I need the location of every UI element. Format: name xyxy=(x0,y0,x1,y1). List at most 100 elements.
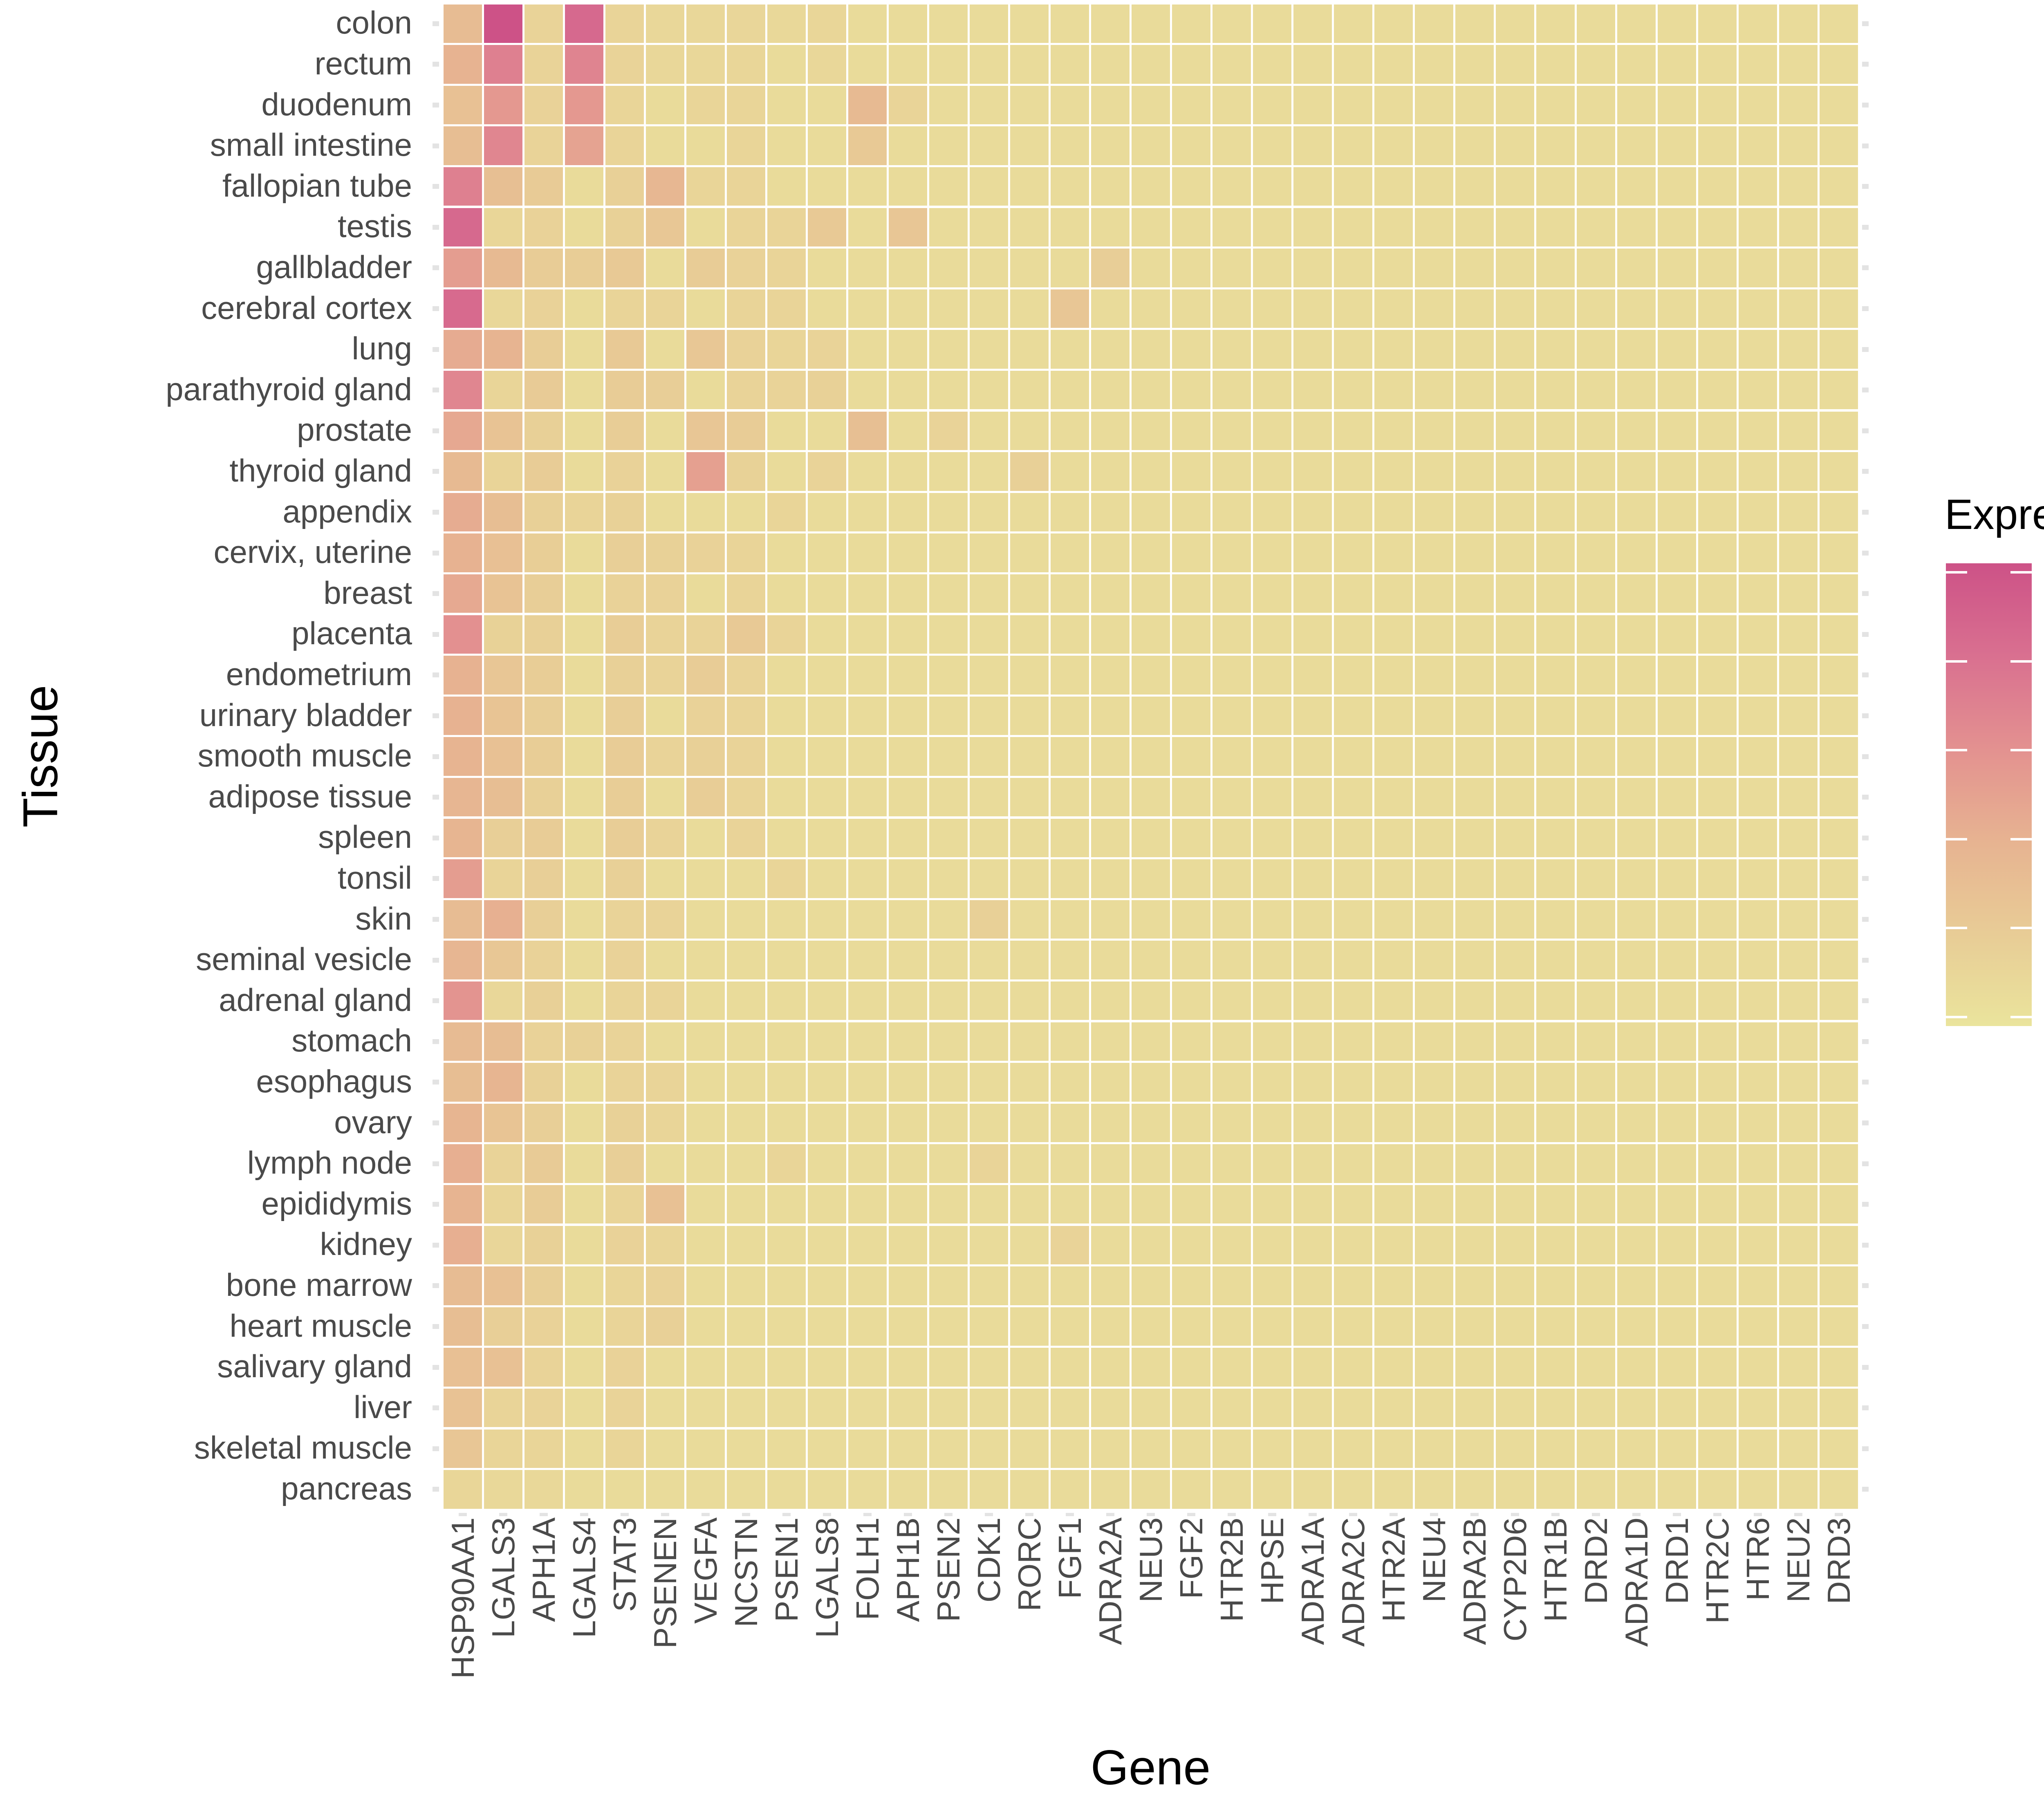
heatmap-cell xyxy=(524,533,563,572)
heatmap-cell xyxy=(1334,900,1372,939)
x-axis-tick xyxy=(1794,1513,1802,1517)
heatmap-cell xyxy=(443,1144,482,1183)
heatmap-cell xyxy=(1738,1022,1777,1061)
heatmap-cell xyxy=(1657,1144,1696,1183)
heatmap-cell xyxy=(1455,778,1494,817)
heatmap-cell xyxy=(807,941,846,979)
heatmap-cell xyxy=(1091,370,1130,410)
heatmap-cell xyxy=(443,126,482,165)
heatmap-cell xyxy=(888,411,927,450)
heatmap-cell xyxy=(1819,370,1858,410)
tissue-label: urinary bladder xyxy=(199,697,412,733)
heatmap-cell xyxy=(443,696,482,735)
heatmap-cell xyxy=(1576,900,1615,939)
heatmap-cell xyxy=(1212,1063,1251,1102)
heatmap-cell xyxy=(1091,126,1130,165)
heatmap-cell xyxy=(929,615,968,654)
heatmap-cell xyxy=(1172,1103,1210,1143)
heatmap-cell xyxy=(1657,574,1696,613)
heatmap-cell xyxy=(565,493,603,532)
x-axis-tick xyxy=(701,1513,710,1517)
heatmap-cell xyxy=(484,533,522,572)
heatmap-cell xyxy=(1657,411,1696,450)
heatmap-cell xyxy=(1374,778,1413,817)
heatmap-cell xyxy=(1495,818,1534,858)
heatmap-cell xyxy=(1212,615,1251,654)
heatmap-cell xyxy=(1293,1022,1332,1061)
heatmap-cell xyxy=(605,208,644,247)
heatmap-cell xyxy=(524,1348,563,1387)
heatmap-cell xyxy=(484,818,522,858)
heatmap-cell xyxy=(1010,1470,1049,1509)
heatmap-cell xyxy=(565,1185,603,1224)
heatmap-cell xyxy=(1414,900,1453,939)
heatmap-cell xyxy=(1819,859,1858,898)
heatmap-cell xyxy=(1050,1307,1089,1346)
heatmap-cell xyxy=(484,859,522,898)
heatmap-cell xyxy=(1779,452,1818,491)
heatmap-cell xyxy=(443,1388,482,1427)
heatmap-cell xyxy=(1293,1307,1332,1346)
heatmap-cell xyxy=(524,330,563,369)
heatmap-cell xyxy=(1657,289,1696,328)
heatmap-cell xyxy=(1495,1266,1534,1305)
heatmap-cell xyxy=(929,289,968,328)
gene-label: NCSTN xyxy=(728,1517,764,1627)
heatmap-cell xyxy=(1172,289,1210,328)
heatmap-cell xyxy=(726,1429,765,1468)
heatmap-cell xyxy=(1293,249,1332,287)
heatmap-cell xyxy=(1536,656,1575,695)
y-axis-tick-left xyxy=(433,1120,439,1125)
heatmap-cell xyxy=(1010,737,1049,776)
heatmap-cell xyxy=(1374,1226,1413,1265)
y-axis-tick-right xyxy=(1862,1080,1869,1085)
heatmap-cell xyxy=(1819,1022,1858,1061)
heatmap-cell xyxy=(524,411,563,450)
heatmap-cell xyxy=(1617,1429,1656,1468)
heatmap-cell xyxy=(1293,615,1332,654)
heatmap-cell xyxy=(1779,1226,1818,1265)
heatmap-cell xyxy=(888,1103,927,1143)
heatmap-cell xyxy=(969,289,1008,328)
heatmap-cell xyxy=(726,818,765,858)
y-axis-tick-right xyxy=(1862,1405,1869,1411)
heatmap-cell xyxy=(686,859,725,898)
heatmap-cell xyxy=(1293,126,1332,165)
heatmap-cell xyxy=(1374,289,1413,328)
y-axis-tick-right xyxy=(1862,62,1869,67)
heatmap-cell xyxy=(1738,167,1777,206)
heatmap-cell xyxy=(969,1144,1008,1183)
heatmap-cell xyxy=(848,1470,887,1509)
heatmap-cell xyxy=(1657,1266,1696,1305)
heatmap-cell xyxy=(605,859,644,898)
heatmap-cell xyxy=(1010,167,1049,206)
heatmap-cell xyxy=(686,1144,725,1183)
heatmap-cell xyxy=(848,167,887,206)
heatmap-cell xyxy=(1414,656,1453,695)
heatmap-cell xyxy=(1131,1022,1170,1061)
heatmap-cell xyxy=(484,452,522,491)
heatmap-cell xyxy=(1131,941,1170,979)
heatmap-cell xyxy=(1414,4,1453,43)
heatmap-cell xyxy=(686,289,725,328)
heatmap-cell xyxy=(645,737,684,776)
heatmap-cell xyxy=(1455,4,1494,43)
heatmap-cell xyxy=(605,574,644,613)
heatmap-cell xyxy=(1698,900,1737,939)
heatmap-cell xyxy=(1576,859,1615,898)
heatmap-cell xyxy=(1334,941,1372,979)
heatmap-cell xyxy=(1657,696,1696,735)
heatmap-cell xyxy=(1657,45,1696,84)
heatmap-cell xyxy=(1738,1388,1777,1427)
heatmap-cell xyxy=(1172,1144,1210,1183)
heatmap-cell xyxy=(969,370,1008,410)
heatmap-cell xyxy=(1779,167,1818,206)
heatmap-cell xyxy=(848,208,887,247)
heatmap-cell xyxy=(1131,533,1170,572)
heatmap-cell xyxy=(1253,1144,1291,1183)
heatmap-cell xyxy=(1455,1470,1494,1509)
heatmap-cell xyxy=(484,167,522,206)
heatmap-cell xyxy=(1779,4,1818,43)
heatmap-cell xyxy=(969,981,1008,1020)
heatmap-cell xyxy=(1172,941,1210,979)
